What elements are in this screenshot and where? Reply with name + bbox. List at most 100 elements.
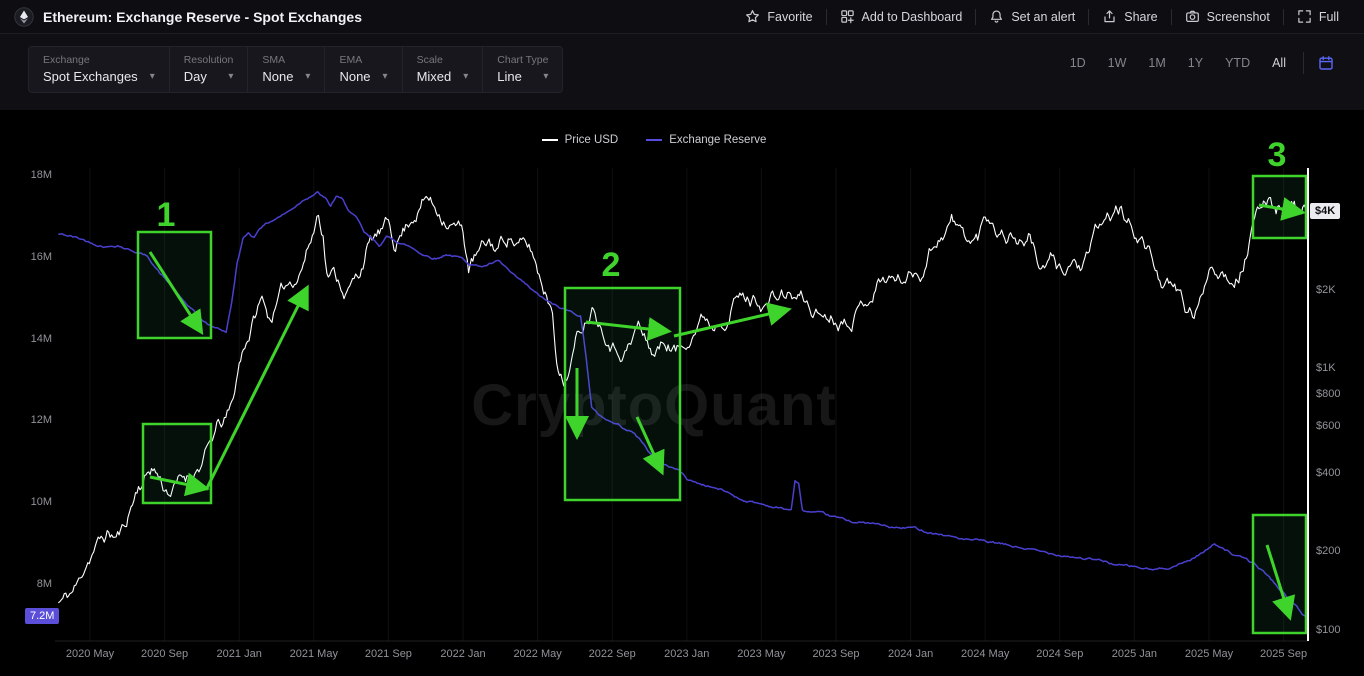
header: Ethereum: Exchange Reserve - Spot Exchan… (0, 0, 1364, 34)
bell-icon (991, 10, 1003, 23)
x-axis-label: 2024 Jan (887, 648, 934, 660)
calendar-icon (1319, 56, 1333, 70)
control-sma-dropdown[interactable]: SMA None ▾ (248, 47, 326, 92)
x-axis-label: 2024 Sep (1036, 648, 1084, 660)
watermark: CryptoQuant (471, 373, 837, 438)
control-value: Line (497, 69, 522, 84)
range-ytd-button[interactable]: YTD (1214, 50, 1261, 76)
y-axis-label-left: 8M (36, 578, 52, 590)
action-label: Screenshot (1206, 9, 1270, 24)
chart-legend: Price USD Exchange Reserve (0, 134, 1308, 146)
camera-icon (1185, 10, 1199, 22)
x-axis-label: 2025 Sep (1260, 648, 1308, 660)
action-label: Set an alert (1011, 9, 1076, 24)
toolbar: Exchange Spot Exchanges ▾ Resolution Day ▾ SMA… (0, 34, 1364, 110)
control-label: EMA (339, 54, 363, 66)
control-value: Mixed (416, 69, 452, 84)
top-bar: Ethereum: Exchange Reserve - Spot Exchan… (0, 0, 1364, 110)
range-1d-button[interactable]: 1D (1059, 50, 1097, 76)
action-label: Full (1318, 9, 1339, 24)
x-axis-label: 2022 Jan (440, 648, 486, 660)
star-icon (746, 10, 760, 23)
page-title: Ethereum: Exchange Reserve - Spot Exchan… (43, 8, 362, 25)
control-label: Exchange (43, 54, 90, 66)
fullscreen-button[interactable]: Full (1286, 5, 1350, 28)
control-resolution-dropdown[interactable]: Resolution Day ▾ (170, 47, 249, 92)
control-ema-dropdown[interactable]: EMA None ▾ (325, 47, 403, 92)
y-axis-label-right: $1K (1316, 362, 1336, 375)
x-axis-label: 2020 Sep (141, 648, 189, 660)
x-axis-label: 2023 Jan (664, 648, 710, 660)
legend-swatch (646, 139, 663, 141)
divider (825, 8, 827, 25)
annotation-arrow (673, 302, 792, 338)
range-1m-button[interactable]: 1M (1137, 50, 1176, 76)
legend-item[interactable]: Price USD (541, 134, 619, 146)
control-label: Resolution (183, 54, 234, 66)
y-axis-label-right: $400 (1316, 466, 1341, 479)
y-axis-label-right: $2K (1316, 283, 1336, 296)
annotation-number: 2 (602, 246, 621, 284)
legend-label: Price USD (564, 134, 619, 146)
legend-swatch (541, 139, 558, 141)
divider (1088, 8, 1090, 25)
control-exchange-dropdown[interactable]: Exchange Spot Exchanges ▾ (29, 47, 170, 92)
annotation-arrow (585, 317, 672, 341)
ethereum-logo-icon (14, 6, 34, 27)
x-axis-label: 2023 May (737, 648, 786, 660)
chevron-down-icon: ▾ (228, 71, 234, 82)
calendar-button[interactable] (1303, 52, 1342, 74)
share-icon (1104, 10, 1115, 23)
y-axis-label-right: $800 (1316, 387, 1341, 400)
control-value: None (262, 69, 294, 84)
range-1w-button[interactable]: 1W (1097, 50, 1138, 76)
action-label: Favorite (767, 9, 813, 24)
chevron-down-icon: ▾ (149, 71, 155, 82)
divider (975, 8, 977, 25)
chevron-down-icon: ▾ (305, 71, 311, 82)
chevron-down-icon: ▾ (543, 71, 549, 82)
control-scale-dropdown[interactable]: Scale Mixed ▾ (403, 47, 484, 92)
chevron-down-icon: ▾ (463, 71, 469, 82)
reserve-last-badge: 7.2M (25, 608, 60, 624)
chevron-down-icon: ▾ (382, 71, 388, 82)
add-to-dashboard-button[interactable]: Add to Dashboard (829, 5, 974, 28)
x-axis-label: 2020 May (65, 648, 115, 660)
action-label: Add to Dashboard (861, 9, 963, 24)
share-button[interactable]: Share (1091, 5, 1168, 28)
y-axis-label-left: 12M (30, 414, 52, 427)
x-axis-label: 2022 Sep (588, 648, 636, 660)
annotation-arrow (1265, 544, 1296, 621)
annotation-arrow (149, 472, 210, 497)
screenshot-button[interactable]: Screenshot (1174, 5, 1281, 28)
price-last-badge: $4K (1310, 203, 1341, 219)
annotation-number: 1 (157, 196, 176, 234)
x-axis-label: 2023 Sep (812, 648, 860, 660)
divider (1282, 8, 1284, 25)
range-1y-button[interactable]: 1Y (1177, 50, 1214, 76)
x-axis-label: 2021 Sep (364, 648, 412, 660)
annotation-box (1251, 174, 1308, 240)
x-axis-label: 2025 May (1184, 648, 1234, 660)
favorite-button[interactable]: Favorite (734, 5, 823, 28)
control-label: Scale (416, 54, 443, 66)
x-axis-label: 2021 Jan (216, 648, 262, 660)
annotation-arrow (148, 251, 204, 336)
annotation-arrow (1258, 197, 1306, 221)
annotation-box (1251, 513, 1308, 635)
chart-controls: Exchange Spot Exchanges ▾ Resolution Day ▾ SMA… (28, 46, 564, 93)
x-axis-label: 2025 Jan (1111, 648, 1158, 660)
legend-label: Exchange Reserve (669, 134, 767, 146)
control-label: Chart Type (497, 54, 549, 66)
y-axis-label-right: $100 (1316, 623, 1341, 636)
dashboard-add-icon (840, 10, 854, 24)
x-axis-label: 2022 May (513, 648, 562, 660)
range-all-button[interactable]: All (1261, 50, 1297, 76)
y-axis-label-right: $600 (1316, 420, 1341, 433)
set-alert-button[interactable]: Set an alert (978, 5, 1086, 28)
y-axis-label-left: 16M (30, 250, 52, 263)
y-axis-label-left: 14M (30, 332, 52, 345)
legend-item[interactable]: Exchange Reserve (646, 134, 766, 146)
control-chart-type-dropdown[interactable]: Chart Type Line ▾ (483, 47, 562, 92)
divider (1170, 8, 1172, 25)
